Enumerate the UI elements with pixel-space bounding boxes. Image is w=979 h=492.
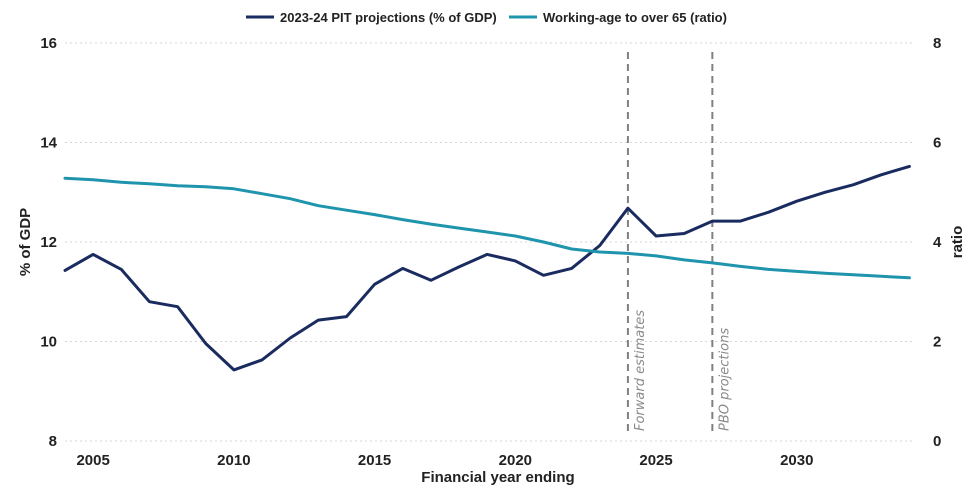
legend-label-ratio: Working-age to over 65 (ratio): [543, 10, 727, 25]
legend-label-pit: 2023-24 PIT projections (% of GDP): [280, 10, 497, 25]
y-axis-left-title: % of GDP: [17, 208, 34, 276]
y-axis-right-title: ratio: [949, 226, 966, 259]
x-tick-label: 2025: [639, 452, 672, 469]
x-tick-label: 2015: [358, 452, 391, 469]
annotation-label: PBO projections: [717, 328, 732, 431]
series-line-ratio: [63, 176, 911, 280]
y-right-tick-label: 8: [933, 35, 941, 52]
y-right-tick-label: 0: [933, 433, 941, 450]
y-left-tick-label: 14: [40, 135, 57, 152]
x-tick-label: 2030: [780, 452, 813, 469]
x-tick-label: 2005: [76, 452, 109, 469]
gridlines: [65, 42, 915, 442]
y-right-tick-label: 6: [933, 135, 941, 152]
series-line-pit: [63, 164, 911, 372]
y-left-tick-label: 16: [40, 35, 57, 52]
y-left-tick-label: 10: [40, 334, 57, 351]
y-left-tick-label: 12: [40, 234, 57, 251]
tick-labels: 8 10 12 14 16 0 2 4 6 8 2005 2010 2015 2020 2025 2030: [40, 35, 942, 469]
series-lines: [63, 164, 911, 372]
x-tick-label: 2020: [499, 452, 532, 469]
x-axis-title: Financial year ending: [421, 469, 574, 486]
y-left-tick-label: 8: [49, 433, 57, 450]
legend: 2023-24 PIT projections (% of GDP) Worki…: [246, 10, 727, 25]
y-right-tick-label: 2: [933, 334, 941, 351]
annotation-label: Forward estimates: [633, 310, 648, 431]
x-tick-label: 2010: [217, 452, 250, 469]
y-right-tick-label: 4: [933, 234, 942, 251]
annotations: Forward estimates PBO projections: [626, 52, 732, 431]
